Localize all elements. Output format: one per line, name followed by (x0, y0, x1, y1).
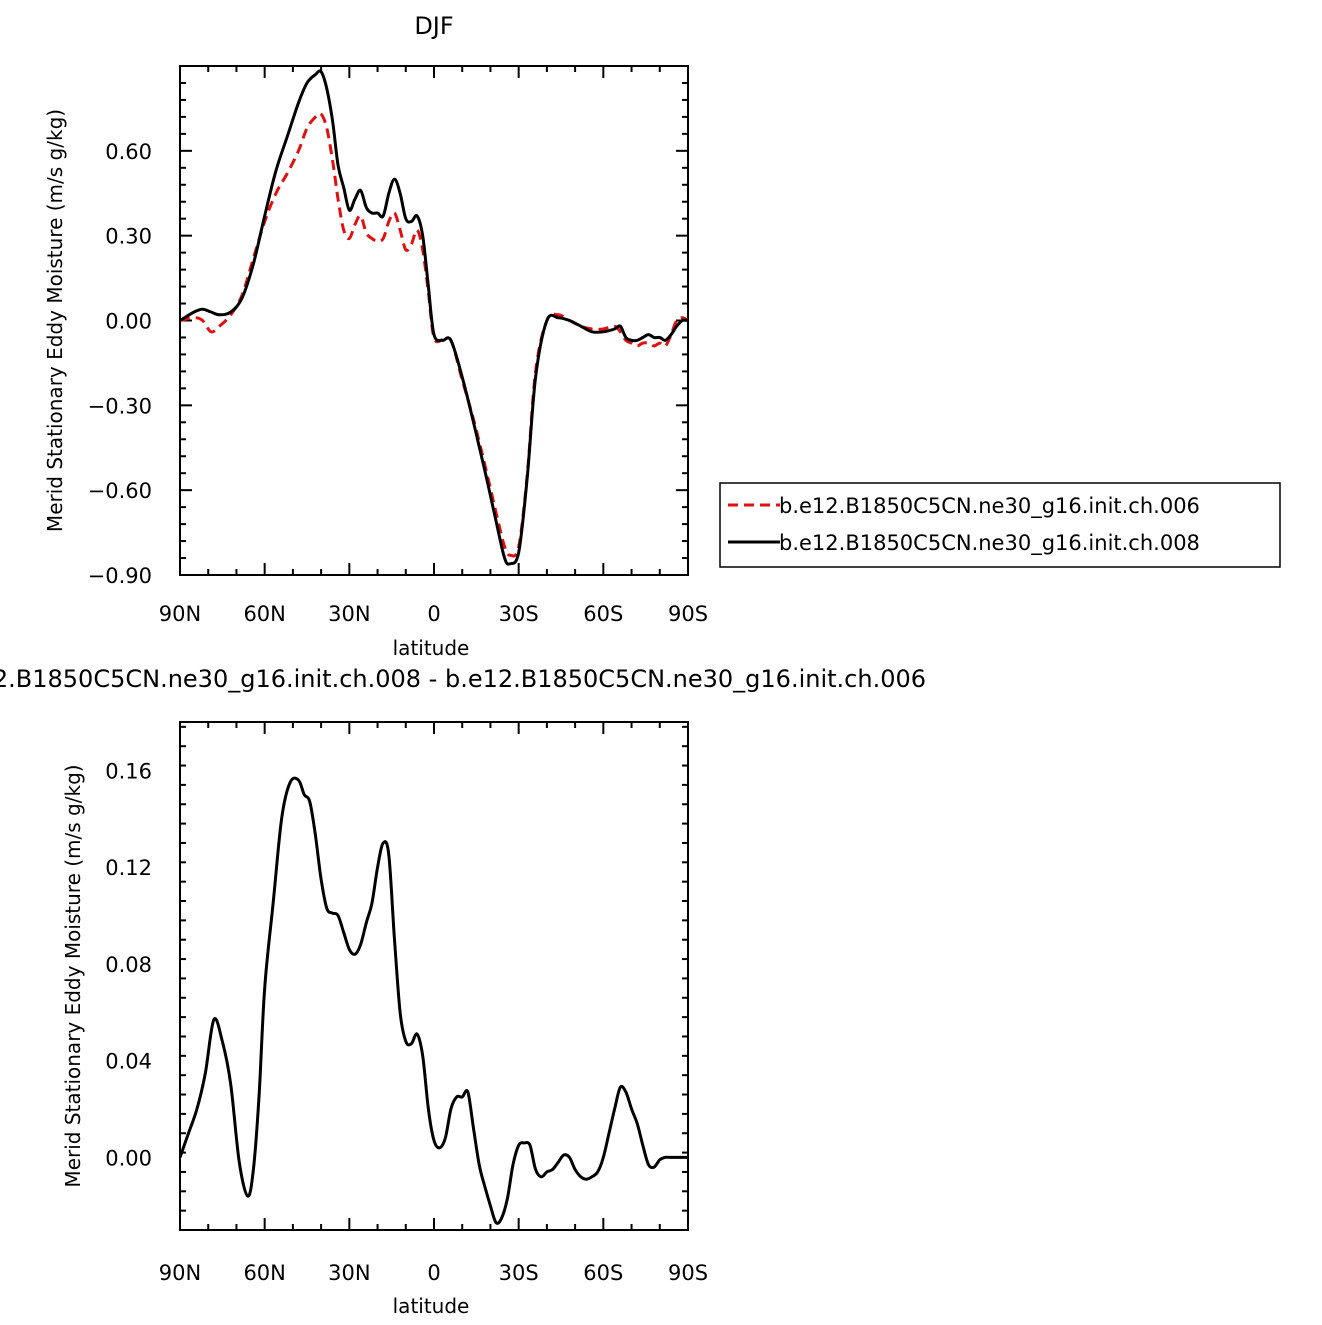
x-tick-label: 90N (159, 1261, 201, 1285)
y-tick-label: 0.30 (105, 225, 152, 249)
x-tick-label: 0 (427, 1261, 440, 1285)
x-axis-title: latitude (393, 1294, 470, 1318)
y-tick-label: 0.00 (105, 310, 152, 334)
x-tick-label: 60S (583, 1261, 623, 1285)
y-axis-title: Merid Stationary Eddy Moisture (m/s g/kg… (43, 109, 67, 532)
legend-label-2: b.e12.B1850C5CN.ne30_g16.init.ch.008 (779, 531, 1200, 556)
x-tick-label: 90S (668, 602, 708, 626)
x-tick-label: 30S (499, 1261, 539, 1285)
x-tick-label: 60N (243, 602, 285, 626)
series-line-2 (180, 69, 688, 566)
y-tick-label: 0.16 (105, 759, 152, 783)
chart-title: DJF (414, 12, 453, 40)
x-tick-label: 90S (668, 1261, 708, 1285)
y-tick-label: 0.60 (105, 140, 152, 164)
x-tick-label: 30N (328, 1261, 370, 1285)
series-line-1 (180, 776, 688, 1225)
x-tick-label: 90N (159, 602, 201, 626)
top-chart-panel: DJF 90N 60N 30N 0 30S 60S 90S −0.90 −0.60 −0.30 0.0… (43, 12, 708, 660)
legend-label-1: b.e12.B1850C5CN.ne30_g16.init.ch.006 (779, 494, 1200, 519)
y-tick-label: 0.12 (105, 856, 152, 880)
y-tick-label: 0.08 (105, 953, 152, 977)
chart-title: b.e12.B1850C5CN.ne30_g16.init.ch.008 - b… (0, 665, 926, 693)
x-tick-label: 60S (583, 602, 623, 626)
y-tick-label: −0.30 (88, 394, 152, 418)
legend: b.e12.B1850C5CN.ne30_g16.init.ch.006 b.e1… (719, 482, 1281, 568)
x-tick-label: 60N (243, 1261, 285, 1285)
y-axis-title: Merid Stationary Eddy Moisture (m/s g/kg… (61, 764, 85, 1187)
x-tick-label: 0 (427, 602, 440, 626)
y-tick-label: 0.00 (105, 1146, 152, 1170)
x-tick-label: 30N (328, 602, 370, 626)
y-tick-label: 0.04 (105, 1050, 152, 1074)
legend-box (719, 482, 1281, 568)
bottom-chart-panel: b.e12.B1850C5CN.ne30_g16.init.ch.008 - b… (0, 665, 926, 1318)
x-tick-label: 30S (499, 602, 539, 626)
x-axis-title: latitude (393, 636, 470, 660)
y-tick-label: −0.60 (88, 479, 152, 503)
y-tick-label: −0.90 (88, 564, 152, 588)
plot-frame (179, 65, 689, 576)
